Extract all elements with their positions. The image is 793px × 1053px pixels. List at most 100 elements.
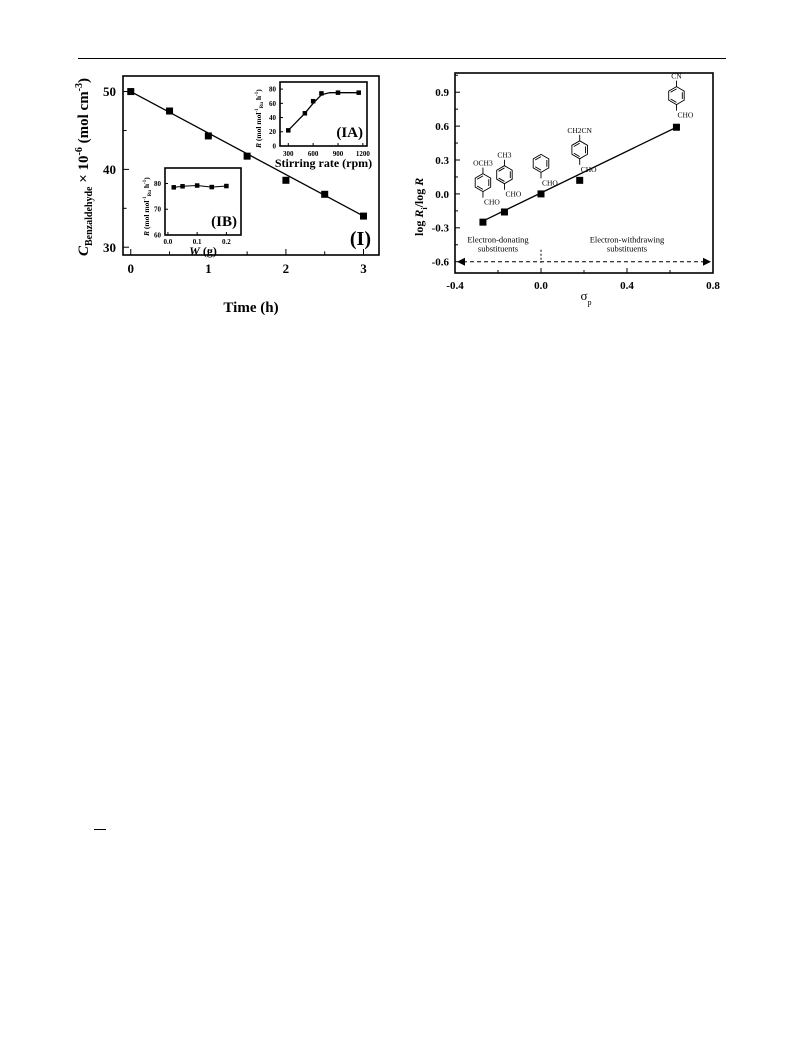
data-point (204, 132, 212, 140)
x-axis-label-IA: Stirring rate (rpm) (275, 156, 372, 170)
data-point (319, 91, 324, 96)
x-tick-label: 1 (205, 261, 212, 276)
data-point (194, 183, 200, 188)
substituent-bottom: CHO (484, 198, 500, 207)
double-bond (670, 98, 677, 103)
substituent-bottom: CHO (542, 178, 558, 187)
x-tick-label: 0.0 (164, 238, 173, 246)
double-bond (534, 166, 542, 171)
region-left-label-1: Electron-donating (467, 235, 529, 245)
data-point (335, 90, 341, 95)
plot-frame-IA (279, 81, 368, 147)
fit-curve-IA (287, 92, 359, 131)
benzene-ring (474, 173, 492, 193)
molecule-structure: CHO CH2CN (567, 126, 597, 174)
substituent-top: CN (671, 72, 682, 81)
y-tick-label: 50 (103, 84, 116, 99)
y-tick-label: -0.3 (432, 223, 450, 235)
double-bond (534, 156, 542, 161)
y-tick-label: 30 (103, 240, 116, 255)
x-tick-label: 2 (283, 261, 290, 276)
x-tick-label: 300 (283, 150, 294, 158)
y-tick-label: 20 (269, 128, 277, 136)
data-point (359, 212, 367, 220)
panel-label-IA: (IA) (336, 125, 363, 141)
panel-label-IB: (IB) (211, 214, 237, 230)
data-point (171, 185, 177, 190)
y-tick-label: 60 (269, 100, 277, 108)
x-tick-label: 1200 (356, 150, 371, 158)
y-axis-label-I: CBenzaldehyde × 10-6 (mol cm-3) (74, 78, 95, 256)
double-bond (573, 142, 580, 147)
x-tick-label: 0.8 (706, 280, 720, 292)
x-axis-label-I: Time (h) (223, 300, 278, 316)
region-right-label-1: Electron-withdrawing (590, 235, 665, 245)
x-tick-label: 0.0 (534, 280, 548, 292)
arrow-head-right (703, 257, 711, 266)
substituent-bottom: CHO (677, 111, 693, 120)
data-point (282, 176, 290, 184)
y-tick-label: 0.0 (435, 189, 449, 201)
molecule-structure: CHO (532, 153, 558, 187)
data-point (479, 218, 487, 226)
y-tick-label: 40 (269, 114, 277, 122)
region-left-label-2: substituents (478, 244, 518, 254)
substituent-top: CH2CN (567, 126, 592, 135)
x-tick-label: 3 (360, 261, 367, 276)
inset-bg-IB (165, 168, 241, 235)
molecule-structure: CHO CN (668, 72, 694, 120)
x-tick-label: -0.4 (446, 280, 464, 292)
substituent-top: CH3 (497, 151, 511, 160)
y-tick-label: 60 (154, 231, 162, 239)
x-axis-label-hammett: σp (580, 288, 591, 307)
double-bond (476, 175, 484, 180)
data-point (310, 98, 316, 104)
data-point (224, 183, 229, 189)
y-tick-label: 0.9 (435, 87, 449, 99)
page-top-rule (78, 58, 726, 59)
y-tick-label: -0.6 (432, 257, 450, 269)
data-point (576, 176, 584, 184)
y-axis-label-IA: R (mol mol-1Ru h-1) (254, 89, 265, 149)
data-point (321, 190, 329, 198)
substituent-top: OCH3 (473, 159, 493, 168)
region-right-label-2: substituents (607, 244, 647, 254)
x-axis-label-IB: W (g) (189, 244, 217, 258)
data-point (672, 123, 680, 131)
data-point (286, 128, 291, 133)
panel-label-I: (I) (350, 228, 371, 250)
y-axis-label-IB: R (mol mol-1Ru h-1) (142, 177, 153, 237)
data-point (537, 190, 545, 198)
data-point (209, 184, 215, 190)
data-point (302, 111, 308, 116)
data-point (166, 107, 174, 115)
y-axis-label-hammett: log Ri/log R (412, 178, 429, 236)
data-point (127, 88, 135, 96)
y-tick-label: 70 (154, 206, 162, 214)
double-bond (498, 177, 505, 182)
substituent-bottom: CHO (505, 190, 521, 199)
data-point (500, 208, 508, 216)
double-bond (670, 88, 677, 93)
arrow-head-left (457, 257, 465, 266)
y-tick-label: 0 (273, 142, 277, 150)
data-point (356, 90, 361, 95)
footnote-dash (94, 829, 106, 830)
x-tick-label: 0.1 (193, 238, 202, 246)
x-tick-label: 0.4 (620, 280, 634, 292)
data-point (243, 152, 251, 160)
plot-frame-IB (164, 167, 242, 236)
y-tick-label: 40 (103, 162, 116, 177)
fit-line-hammett (482, 126, 677, 222)
y-tick-label: 80 (154, 180, 162, 188)
x-tick-label: 900 (333, 150, 344, 158)
substituent-bottom: CHO (581, 165, 597, 174)
plot-frame-I (122, 75, 380, 256)
y-tick-label: 0.6 (435, 121, 449, 133)
x-tick-label: 600 (308, 150, 319, 158)
x-tick-label: 0.2 (222, 238, 231, 246)
molecule-structure: CHO CH3 (496, 151, 522, 199)
y-tick-label: 80 (269, 86, 277, 94)
double-bond (476, 185, 484, 190)
